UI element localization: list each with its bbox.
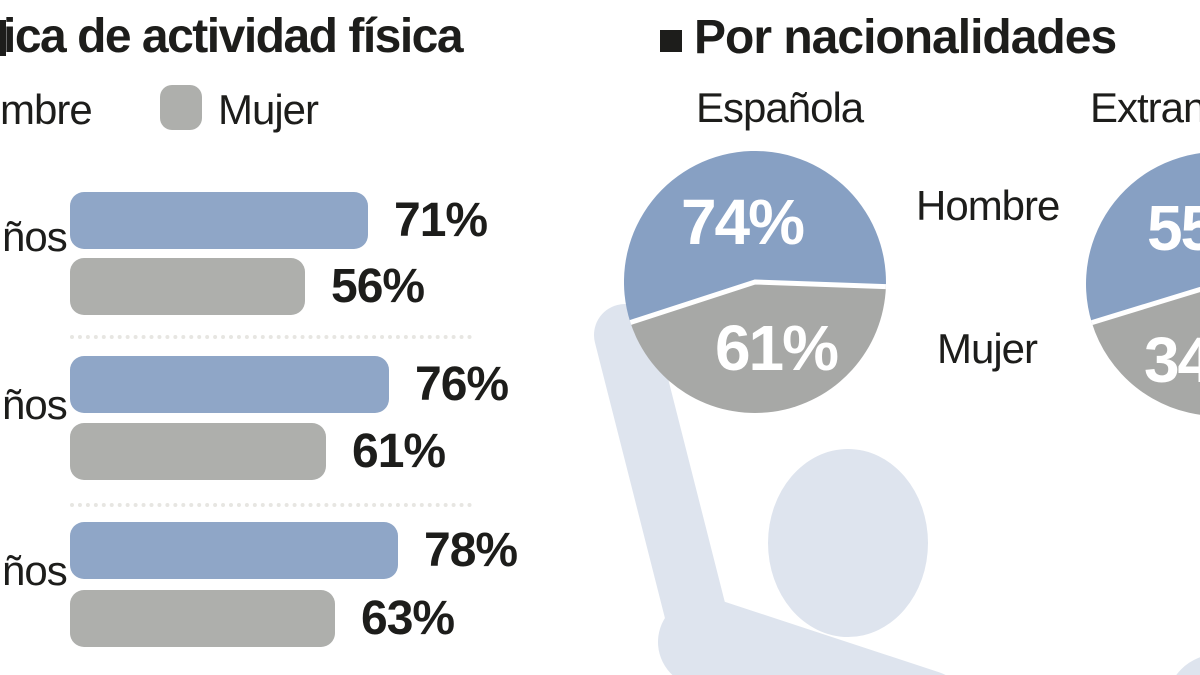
group-separator	[70, 335, 472, 339]
pie-value-men: 55%	[1146, 192, 1200, 264]
bar-row-men: 78%	[70, 522, 518, 579]
pie-value-men: 74%	[680, 186, 805, 258]
silhouette-body	[658, 597, 946, 675]
chart-title: ica de actividad física	[3, 10, 464, 63]
legend-men-label: mbre	[0, 86, 93, 133]
legend-women-swatch	[160, 85, 202, 130]
bar-row-women: 56%	[70, 258, 425, 315]
bar-value-label: 78%	[424, 523, 518, 577]
group-separator	[70, 503, 472, 507]
section-title: Por nacionalidades	[694, 11, 1117, 64]
bar-women	[70, 590, 335, 647]
age-group-label: ños	[2, 213, 68, 260]
bar-value-label: 56%	[331, 259, 425, 313]
bar-row-men: 71%	[70, 192, 488, 249]
silhouette-arm	[594, 304, 734, 673]
bar-value-label: 76%	[415, 357, 509, 411]
section-bullet-icon	[660, 30, 682, 52]
pie-title-spanish: Española	[696, 84, 864, 131]
bar-value-label: 63%	[361, 591, 455, 645]
pie-divider	[1091, 286, 1200, 325]
bar-men	[70, 522, 398, 579]
pie-value-women: 34%	[1143, 324, 1200, 396]
bar-row-women: 63%	[70, 590, 455, 647]
bar-women	[70, 258, 305, 315]
legend-women-label: Mujer	[218, 86, 319, 133]
age-group-label: ños	[2, 547, 68, 594]
bar-value-label: 71%	[394, 193, 488, 247]
pie-svg	[1086, 153, 1200, 415]
pie-chart-spanish: 74% 61%	[623, 150, 886, 413]
bar-row-women: 61%	[70, 423, 446, 480]
pie-chart-foreign: 55% 34%	[1086, 152, 1200, 416]
bar-women	[70, 423, 326, 480]
pie-slice-women	[630, 282, 886, 413]
bar-value-label: 61%	[352, 424, 446, 478]
pie-slice-women	[1091, 289, 1200, 415]
age-group-label: ños	[2, 381, 68, 428]
bar-row-men: 76%	[70, 356, 509, 413]
silhouette-limb-fragment	[1176, 657, 1200, 675]
pie-slice-men	[623, 150, 886, 323]
pie-title-foreign: Extran	[1090, 84, 1200, 131]
pie-value-women: 61%	[714, 312, 839, 384]
clipped-title-letter-fragment	[0, 20, 6, 56]
bar-men	[70, 192, 368, 249]
row-label-women: Mujer	[937, 325, 1038, 372]
pie-divider	[629, 279, 886, 325]
silhouette-head	[768, 449, 928, 637]
pie-slice-men	[1086, 153, 1200, 323]
row-label-men: Hombre	[916, 182, 1060, 229]
pie-svg	[623, 150, 886, 413]
bar-men	[70, 356, 389, 413]
